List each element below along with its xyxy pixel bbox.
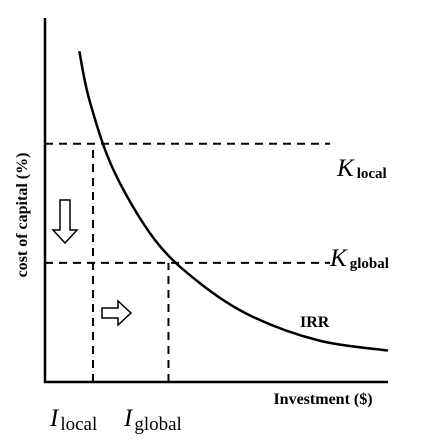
irr-label: IRR: [300, 314, 330, 331]
x-axis-label: Investment ($): [273, 391, 372, 408]
down-arrow-icon: [51, 199, 79, 245]
irr-curve: [78, 50, 389, 352]
right-arrow-icon: [101, 299, 133, 327]
y-axis-label: cost of capital (%): [14, 153, 31, 278]
